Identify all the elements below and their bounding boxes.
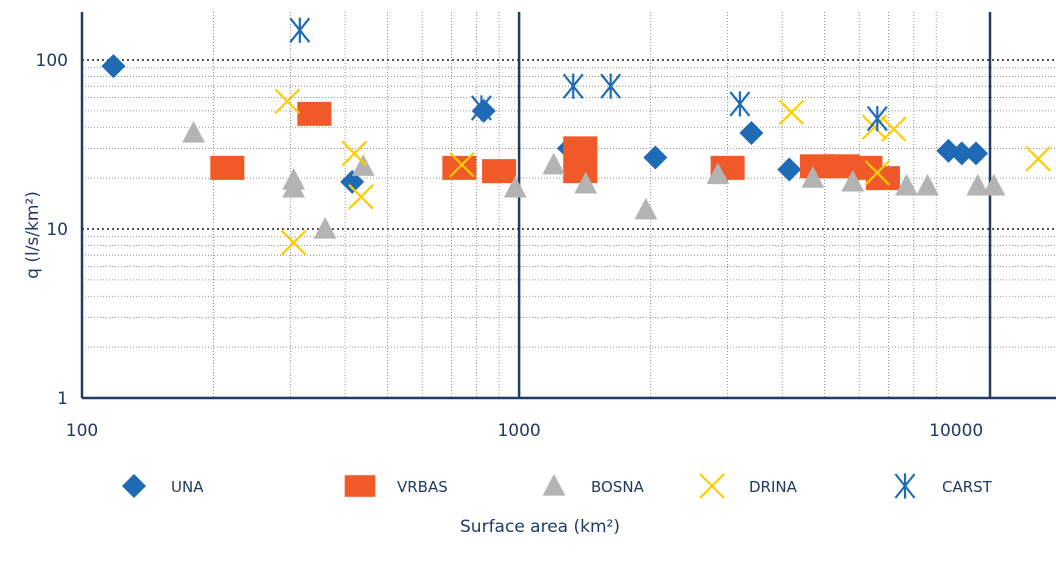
axes (80, 12, 1056, 400)
drina-point (881, 116, 907, 142)
bosna-point (841, 169, 865, 192)
bosna-point (966, 173, 990, 196)
bosna-point (634, 197, 658, 220)
legend-vrbas-label: VRBAS (397, 478, 448, 496)
bosna-point (182, 120, 205, 143)
carst-point (600, 73, 622, 99)
bosna-point (282, 175, 306, 198)
drina-point (341, 140, 368, 167)
data-points (101, 17, 1051, 256)
una-point (739, 120, 764, 145)
carst-point (562, 73, 584, 99)
tick-labels: 100 1000 10000 1 10 100 (36, 51, 984, 441)
una-point (340, 169, 365, 194)
carst-point (866, 105, 888, 132)
grid (82, 12, 1056, 398)
legend-drina-label: DRINA (749, 478, 798, 496)
drina-point (1025, 146, 1051, 172)
y-tick-label: 10 (46, 220, 68, 240)
una-point (949, 141, 974, 166)
drina-point (274, 88, 301, 115)
bosna-point (313, 217, 337, 239)
y-tick-label: 1 (57, 389, 68, 409)
una-point (963, 141, 988, 166)
bosna-point (801, 166, 825, 188)
y-axis-title: q (l/s/km²) (23, 191, 43, 279)
bosna-point (351, 154, 375, 176)
legend-una-marker (122, 474, 146, 498)
bosna-point (982, 173, 1006, 196)
x-tick-label: 1000 (497, 421, 540, 441)
vrbas-point (297, 101, 332, 126)
una-point (643, 145, 668, 170)
drina-point (778, 99, 805, 126)
legend-bosna-label: BOSNA (591, 478, 645, 496)
una-point (777, 157, 802, 182)
legend-carst-label: CARST (942, 478, 993, 496)
drina-point (861, 114, 888, 141)
bosna-point (574, 171, 598, 194)
legend-una-label: UNA (171, 478, 204, 496)
bosna-point (706, 162, 730, 185)
vrbas-point (563, 159, 598, 184)
x-tick-label: 10000 (929, 421, 983, 441)
drina-point (449, 151, 475, 178)
drina-point (348, 184, 374, 210)
legend-bosna-marker (542, 474, 566, 496)
y-tick-label: 100 (36, 51, 68, 71)
carst-point (470, 95, 492, 121)
legend-drina-marker (699, 473, 725, 499)
x-axis-title: Surface area (km²) (460, 517, 620, 537)
bosna-point (916, 173, 939, 196)
legend-carst-marker (894, 473, 916, 499)
x-tick-label: 100 (66, 421, 98, 441)
bosna-point (503, 175, 527, 198)
vrbas-point (482, 159, 517, 184)
carst-point (289, 17, 311, 43)
bosna-point (542, 152, 566, 175)
carst-point (729, 91, 751, 117)
drina-point (280, 229, 307, 256)
vrbas-point (563, 136, 598, 161)
vrbas-point (210, 155, 245, 180)
bosna-point (895, 173, 918, 196)
legend: UNA VRBAS BOSNA DRINA CARST (122, 473, 993, 499)
una-point (101, 54, 126, 79)
legend-vrbas-marker (344, 475, 376, 497)
drina-point (864, 160, 891, 186)
